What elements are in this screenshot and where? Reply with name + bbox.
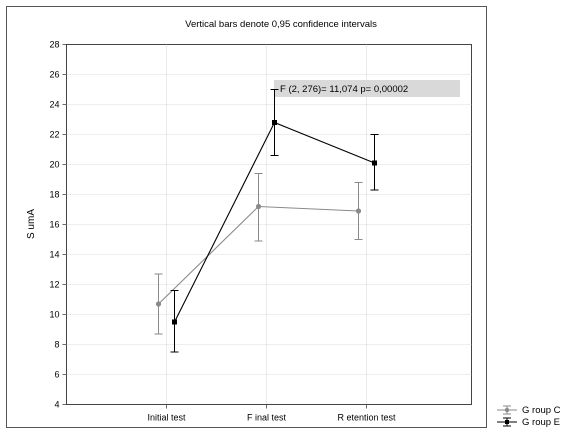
x-tick-label: R etention test: [337, 413, 396, 423]
data-point: [172, 319, 177, 325]
data-point: [272, 120, 277, 125]
y-tick-label: 28: [49, 40, 59, 50]
x-tick-label: F inal test: [247, 413, 287, 423]
data-point: [355, 208, 362, 214]
annotation-box: [274, 80, 460, 97]
y-tick-label: 6: [54, 370, 59, 380]
grid-layer: [66, 44, 472, 405]
y-tick-label: 16: [49, 220, 59, 230]
y-tick-label: 10: [49, 310, 59, 320]
legend-label: G roup C: [522, 405, 561, 416]
y-tick-label: 26: [49, 70, 59, 80]
y-tick-label: 22: [49, 130, 59, 140]
legend-label: G roup E: [522, 417, 560, 428]
x-tick-label: Initial test: [147, 413, 186, 423]
chart-title: Vertical bars denote 0,95 confidence int…: [185, 19, 377, 30]
y-axis: 4 6 8 10 12 14 16 18 20 22 24 26 28: [49, 40, 67, 410]
y-tick-label: 4: [54, 400, 59, 410]
annotation-text: F (2, 276)= 11,074 p= 0,00002: [280, 84, 408, 95]
y-tick-label: 12: [49, 280, 59, 290]
y-axis-label: S umA: [26, 209, 37, 239]
legend: G roup CG roup E: [497, 405, 561, 428]
y-tick-label: 18: [49, 190, 59, 200]
x-axis: Initial test F inal test R etention test: [147, 404, 396, 423]
data-point: [255, 203, 262, 210]
data-point: [155, 301, 162, 307]
y-tick-label: 8: [54, 340, 59, 350]
legend-marker: [505, 420, 509, 424]
series-group-c: [154, 173, 363, 335]
legend-marker: [504, 407, 510, 413]
series-group-e: [170, 89, 379, 353]
data-point: [372, 160, 377, 166]
y-tick-label: 20: [49, 160, 59, 170]
series-layer: [154, 89, 379, 353]
y-tick-label: 24: [49, 100, 59, 110]
y-tick-label: 14: [49, 250, 59, 260]
